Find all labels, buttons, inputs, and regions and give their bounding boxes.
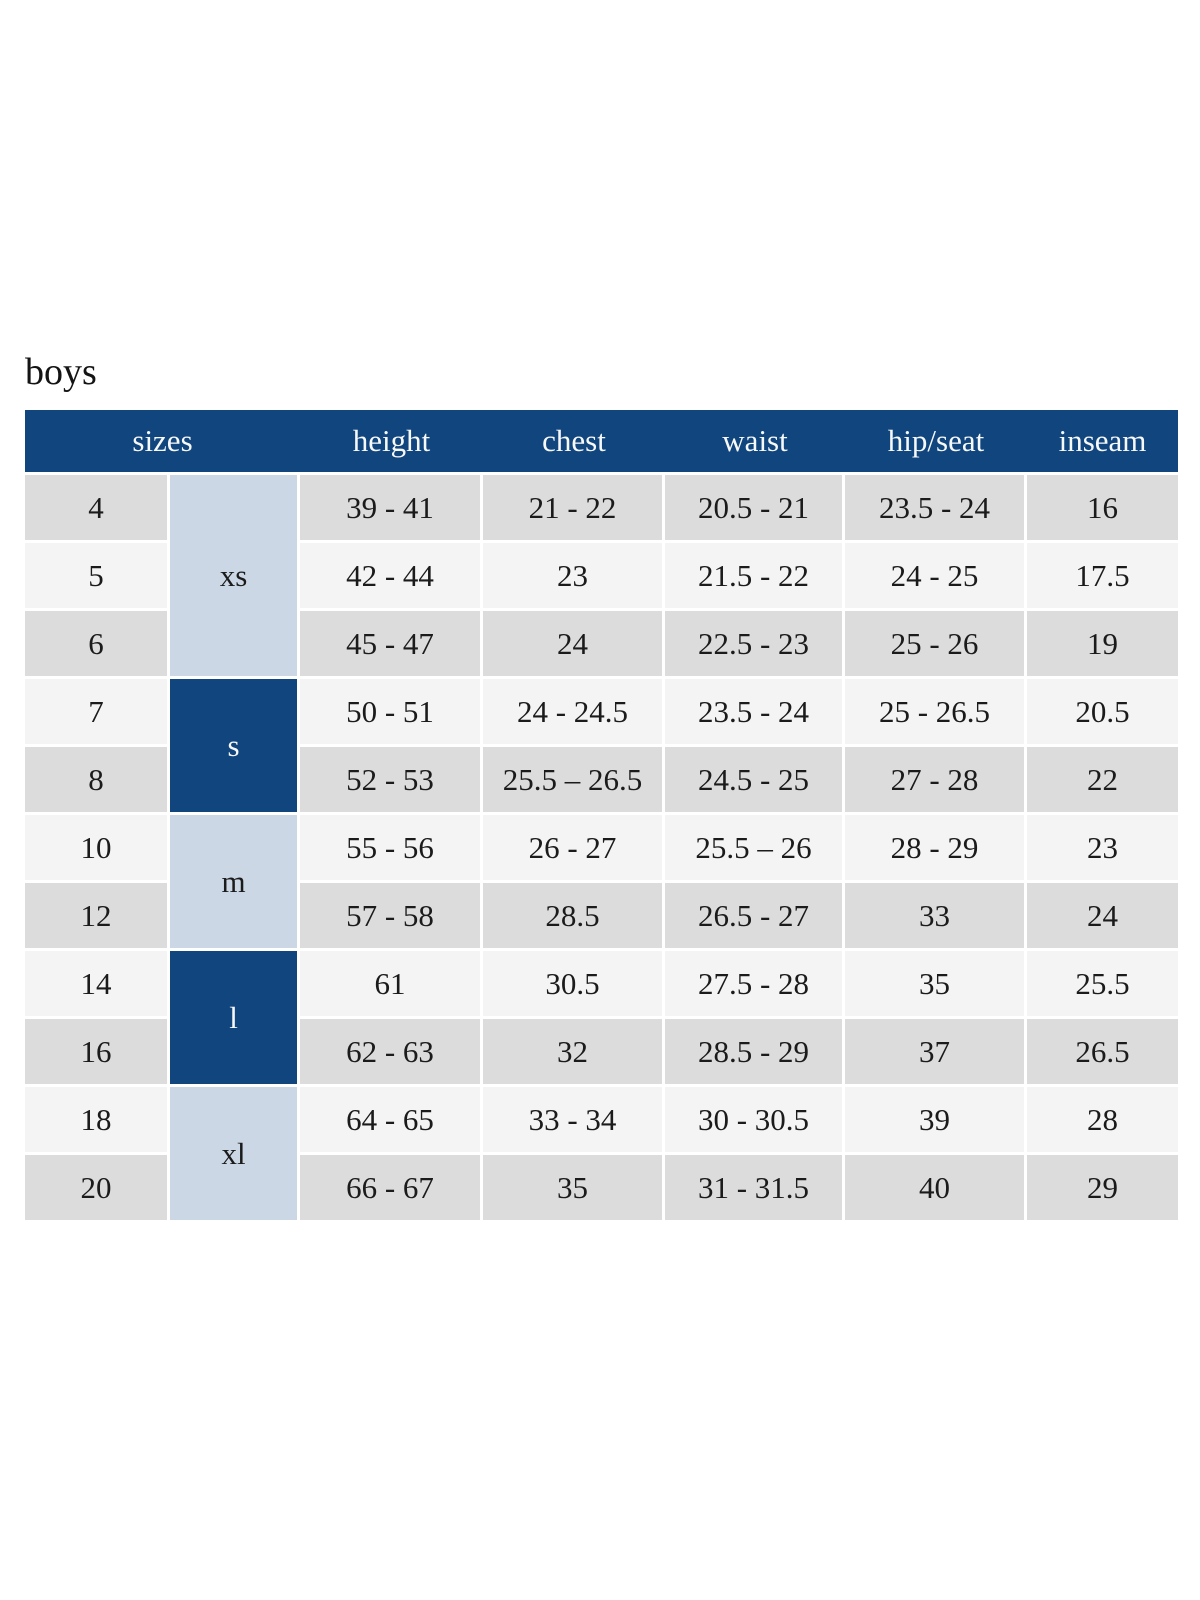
hip-seat-cell: 35 xyxy=(845,948,1028,1016)
table-row-size-4: 4 xs 39 - 41 21 - 22 20.5 - 21 23.5 - 24… xyxy=(25,472,1179,676)
waist-cell: 27.5 - 28 xyxy=(665,948,846,1016)
hip-seat-cell: 40 xyxy=(845,1152,1028,1220)
page-title: boys xyxy=(25,351,97,393)
size-cell: 4 xyxy=(25,472,170,540)
size-cell: 7 xyxy=(25,676,170,744)
size-cell: 20 xyxy=(25,1152,170,1220)
size-cell: 5 xyxy=(25,540,170,608)
chest-cell: 26 - 27 xyxy=(483,812,666,880)
hip-seat-cell: 25 - 26 xyxy=(845,608,1028,676)
height-cell: 50 - 51 xyxy=(300,676,484,744)
height-cell: 64 - 65 xyxy=(300,1084,484,1152)
size-group-m: m xyxy=(170,812,301,948)
chest-cell: 28.5 xyxy=(483,880,666,948)
height-cell: 61 xyxy=(300,948,484,1016)
chest-cell: 30.5 xyxy=(483,948,666,1016)
column-header-hip-seat: hip/seat xyxy=(845,410,1028,472)
hip-seat-cell: 25 - 26.5 xyxy=(845,676,1028,744)
inseam-cell: 22 xyxy=(1027,744,1179,812)
waist-cell: 28.5 - 29 xyxy=(665,1016,846,1084)
size-cell: 8 xyxy=(25,744,170,812)
height-cell: 57 - 58 xyxy=(300,880,484,948)
chest-cell: 23 xyxy=(483,540,666,608)
chest-cell: 24 - 24.5 xyxy=(483,676,666,744)
column-header-waist: waist xyxy=(665,410,846,472)
size-cell: 6 xyxy=(25,608,170,676)
height-cell: 39 - 41 xyxy=(300,472,484,540)
height-cell: 62 - 63 xyxy=(300,1016,484,1084)
table-row-size-7: 7 s 50 - 51 24 - 24.5 23.5 - 24 25 - 26.… xyxy=(25,676,1179,812)
inseam-cell: 23 xyxy=(1027,812,1179,880)
height-cell: 45 - 47 xyxy=(300,608,484,676)
table-row-size-8: 8 52 - 53 25.5 – 26.5 24.5 - 25 27 - 28 … xyxy=(25,744,1179,812)
inseam-cell: 24 xyxy=(1027,880,1179,948)
chest-cell: 33 - 34 xyxy=(483,1084,666,1152)
table-row-size-10: 10 m 55 - 56 26 - 27 25.5 – 26 28 - 29 2… xyxy=(25,812,1179,948)
waist-cell: 23.5 - 24 xyxy=(665,676,846,744)
chest-cell: 35 xyxy=(483,1152,666,1220)
table-row-size-16: 16 62 - 63 32 28.5 - 29 37 26.5 xyxy=(25,1016,1179,1084)
waist-cell: 25.5 – 26 xyxy=(665,812,846,880)
inseam-cell: 29 xyxy=(1027,1152,1179,1220)
height-cell: 52 - 53 xyxy=(300,744,484,812)
waist-cell: 30 - 30.5 xyxy=(665,1084,846,1152)
height-cell: 42 - 44 xyxy=(300,540,484,608)
size-cell: 18 xyxy=(25,1084,170,1152)
size-group-s: s xyxy=(170,676,301,812)
chest-cell: 25.5 – 26.5 xyxy=(483,744,666,812)
header-row: sizes height chest waist hip/seat inseam xyxy=(25,410,1179,472)
size-group-l: l xyxy=(170,948,301,1084)
size-cell: 14 xyxy=(25,948,170,1016)
inseam-cell: 17.5 xyxy=(1027,540,1179,608)
inseam-cell: 26.5 xyxy=(1027,1016,1179,1084)
table-row-size-20: 20 66 - 67 35 31 - 31.5 40 29 xyxy=(25,1152,1179,1220)
height-cell: 66 - 67 xyxy=(300,1152,484,1220)
inseam-cell: 16 xyxy=(1027,472,1179,540)
table-row-size-14: 14 l 61 30.5 27.5 - 28 35 25.5 xyxy=(25,948,1179,1084)
hip-seat-cell: 24 - 25 xyxy=(845,540,1028,608)
size-cell: 16 xyxy=(25,1016,170,1084)
inseam-cell: 20.5 xyxy=(1027,676,1179,744)
hip-seat-cell: 39 xyxy=(845,1084,1028,1152)
hip-seat-cell: 23.5 - 24 xyxy=(845,472,1028,540)
table-row-size-6: 6 45 - 47 24 22.5 - 23 25 - 26 19 xyxy=(25,608,1179,676)
size-group-xs: xs xyxy=(170,472,301,676)
table-row-size-5: 5 42 - 44 23 21.5 - 22 24 - 25 17.5 xyxy=(25,540,1179,608)
inseam-cell: 25.5 xyxy=(1027,948,1179,1016)
chest-cell: 21 - 22 xyxy=(483,472,666,540)
waist-cell: 26.5 - 27 xyxy=(665,880,846,948)
boys-size-chart: sizes height chest waist hip/seat inseam… xyxy=(25,410,1179,1220)
column-header-inseam: inseam xyxy=(1027,410,1179,472)
inseam-cell: 19 xyxy=(1027,608,1179,676)
column-header-height: height xyxy=(300,410,484,472)
inseam-cell: 28 xyxy=(1027,1084,1179,1152)
waist-cell: 21.5 - 22 xyxy=(665,540,846,608)
hip-seat-cell: 27 - 28 xyxy=(845,744,1028,812)
waist-cell: 22.5 - 23 xyxy=(665,608,846,676)
table-row-size-18: 18 xl 64 - 65 33 - 34 30 - 30.5 39 28 xyxy=(25,1084,1179,1220)
hip-seat-cell: 28 - 29 xyxy=(845,812,1028,880)
size-group-xl: xl xyxy=(170,1084,301,1220)
height-cell: 55 - 56 xyxy=(300,812,484,880)
hip-seat-cell: 33 xyxy=(845,880,1028,948)
waist-cell: 20.5 - 21 xyxy=(665,472,846,540)
waist-cell: 31 - 31.5 xyxy=(665,1152,846,1220)
column-header-sizes: sizes xyxy=(25,410,301,472)
chest-cell: 24 xyxy=(483,608,666,676)
hip-seat-cell: 37 xyxy=(845,1016,1028,1084)
size-cell: 12 xyxy=(25,880,170,948)
chest-cell: 32 xyxy=(483,1016,666,1084)
size-cell: 10 xyxy=(25,812,170,880)
column-header-chest: chest xyxy=(483,410,666,472)
waist-cell: 24.5 - 25 xyxy=(665,744,846,812)
table-row-size-12: 12 57 - 58 28.5 26.5 - 27 33 24 xyxy=(25,880,1179,948)
